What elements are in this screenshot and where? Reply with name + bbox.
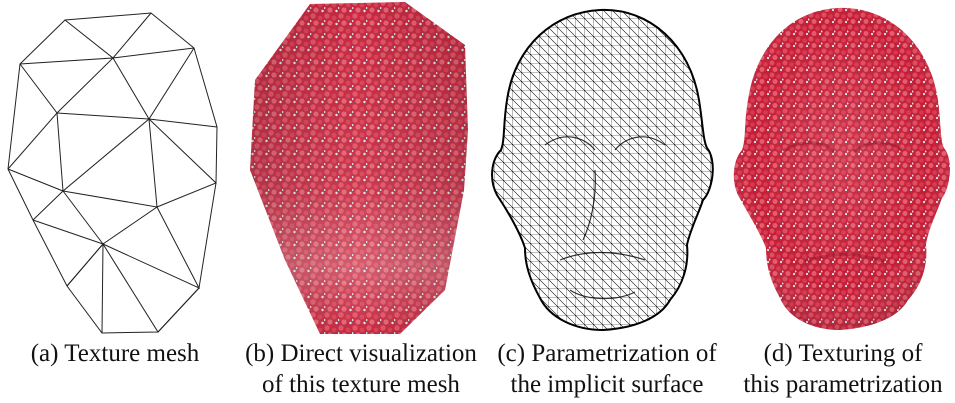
caption-d-line-1: (d) Texturing of — [763, 340, 923, 367]
caption-b-line-1: (b) Direct visualization — [245, 340, 477, 367]
caption-d-line-2: this parametrization — [743, 371, 943, 398]
panel-a-texture-mesh — [0, 0, 230, 338]
texture-mesh-wireframe — [7, 12, 218, 334]
caption-c-line-2: the implicit surface — [510, 371, 704, 398]
textured-coarse-mesh — [250, 2, 468, 334]
panel-c-parametrization — [485, 0, 725, 338]
textured-head-surface — [733, 7, 950, 331]
parametrization-wireframe — [491, 8, 714, 332]
caption-c: (c) Parametrization of the implicit surf… — [487, 338, 727, 400]
caption-c-line-1: (c) Parametrization of — [497, 340, 717, 367]
caption-b: (b) Direct visualization of this texture… — [232, 338, 490, 400]
caption-d: (d) Texturing of this parametrization — [732, 338, 954, 400]
panel-d-texturing — [730, 0, 955, 338]
caption-b-line-2: of this texture mesh — [262, 371, 460, 398]
caption-a: (a) Texture mesh — [0, 338, 230, 369]
panel-b-direct-visualization — [240, 0, 480, 338]
caption-a-line-1: (a) Texture mesh — [30, 340, 200, 367]
